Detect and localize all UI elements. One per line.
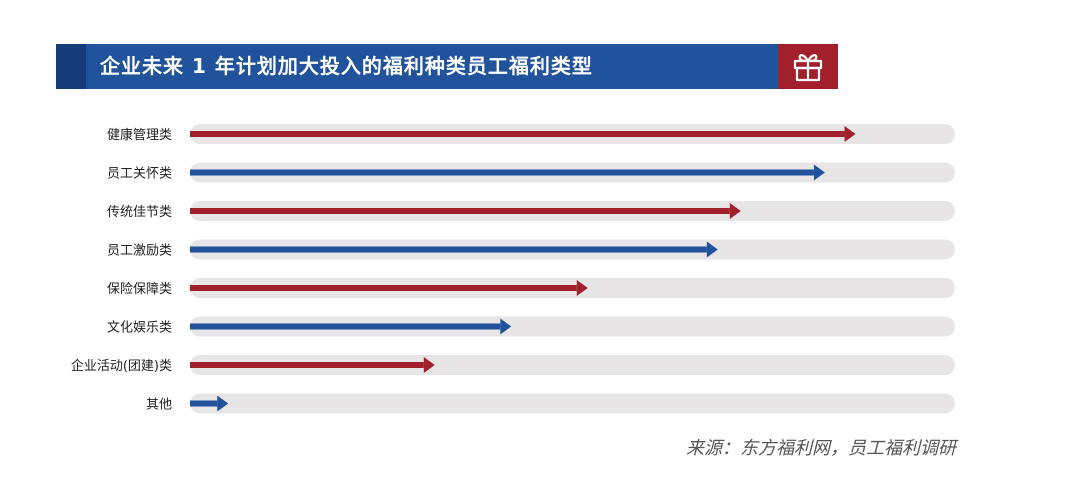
- gift-badge: [778, 44, 838, 89]
- source-note: 来源：东方福利网，员工福利调研: [686, 438, 956, 459]
- bar-shaft: [190, 169, 814, 176]
- category-label: 保险保障类: [107, 282, 172, 297]
- bar: [190, 164, 825, 181]
- bar-chart: 健康管理类员工关怀类传统佳节类员工激励类保险保障类文化娱乐类企业活动(团建)类其…: [71, 124, 955, 414]
- bar-track: [190, 393, 955, 414]
- bar: [190, 241, 718, 258]
- category-label: 员工关怀类: [107, 167, 172, 182]
- bar-arrowhead: [813, 164, 825, 181]
- category-label: 企业活动(团建)类: [71, 358, 172, 374]
- bar-shaft: [190, 400, 218, 407]
- bar-shaft: [190, 285, 577, 291]
- bar: [190, 126, 856, 142]
- category-label: 文化娱乐类: [107, 321, 172, 336]
- bar-arrowhead: [217, 395, 229, 412]
- banner-accent: [56, 44, 86, 89]
- bar-arrowhead: [706, 241, 718, 258]
- bar-shaft: [190, 246, 707, 253]
- bar-arrowhead: [729, 203, 741, 219]
- bar-shaft: [190, 362, 424, 368]
- category-label: 其他: [146, 398, 172, 413]
- category-label: 健康管理类: [107, 127, 172, 143]
- bar: [190, 395, 229, 412]
- chart-title: 企业未来 1 年计划加大投入的福利种类员工福利类型: [100, 54, 593, 78]
- bar-shaft: [190, 323, 501, 330]
- bar-track: [190, 316, 955, 337]
- bar-arrowhead: [844, 126, 856, 142]
- bar-arrowhead: [423, 357, 435, 373]
- bar: [190, 357, 435, 373]
- bar-arrowhead: [500, 318, 512, 335]
- bar: [190, 280, 588, 296]
- bar: [190, 203, 741, 219]
- bar-track: [190, 355, 955, 375]
- bar-shaft: [190, 208, 730, 214]
- category-label: 员工激励类: [107, 244, 172, 259]
- bar-shaft: [190, 131, 845, 137]
- category-label: 传统佳节类: [107, 205, 172, 220]
- bar: [190, 318, 512, 335]
- gift-icon: [793, 54, 823, 82]
- title-banner: 企业未来 1 年计划加大投入的福利种类员工福利类型: [56, 44, 838, 89]
- bar-arrowhead: [576, 280, 588, 296]
